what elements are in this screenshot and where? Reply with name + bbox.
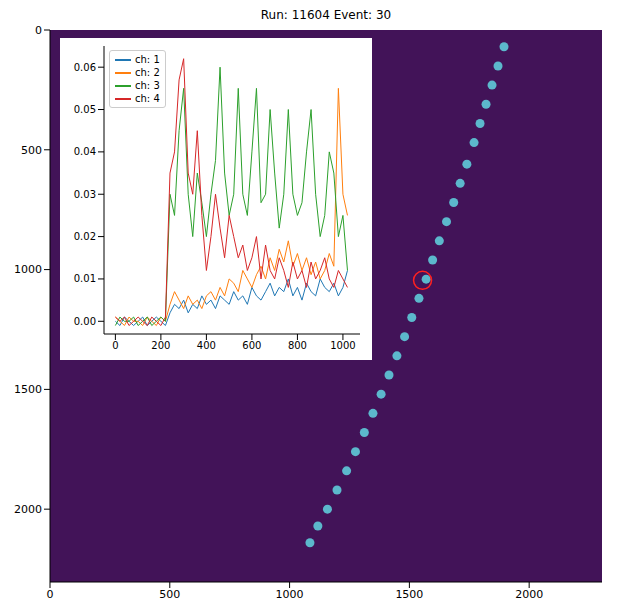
html-text:ch: 2: ch: 2 (135, 67, 160, 78)
svg-text:0: 0 (112, 340, 118, 351)
svg-text:0.06: 0.06 (74, 62, 96, 73)
html-text:ch: 1: ch: 1 (135, 54, 160, 65)
svg-text:1000: 1000 (14, 263, 42, 276)
svg-text:0.00: 0.00 (74, 316, 96, 327)
html-text:ch: 4: ch: 4 (135, 93, 160, 104)
svg-text:600: 600 (242, 340, 261, 351)
svg-text:500: 500 (21, 144, 42, 157)
svg-text:0.03: 0.03 (74, 189, 96, 200)
svg-text:0.05: 0.05 (74, 104, 96, 115)
svg-text:1000: 1000 (330, 340, 355, 351)
svg-text:1500: 1500 (395, 588, 423, 601)
svg-text:1000: 1000 (276, 588, 304, 601)
svg-text:0.01: 0.01 (74, 273, 96, 284)
svg-text:0: 0 (35, 24, 42, 37)
svg-text:0.04: 0.04 (74, 146, 96, 157)
html-text:ch: 3: ch: 3 (135, 80, 160, 91)
svg-text:2000: 2000 (515, 588, 543, 601)
svg-text:500: 500 (159, 588, 180, 601)
html-text:Run: 11604 Event: 30: Run: 11604 Event: 30 (260, 8, 392, 22)
svg-text:2000: 2000 (14, 503, 42, 516)
svg-text:200: 200 (151, 340, 170, 351)
svg-text:800: 800 (288, 340, 307, 351)
svg-text:400: 400 (197, 340, 216, 351)
svg-text:0.02: 0.02 (74, 231, 96, 242)
svg-text:1500: 1500 (14, 383, 42, 396)
svg-text:0: 0 (47, 588, 54, 601)
